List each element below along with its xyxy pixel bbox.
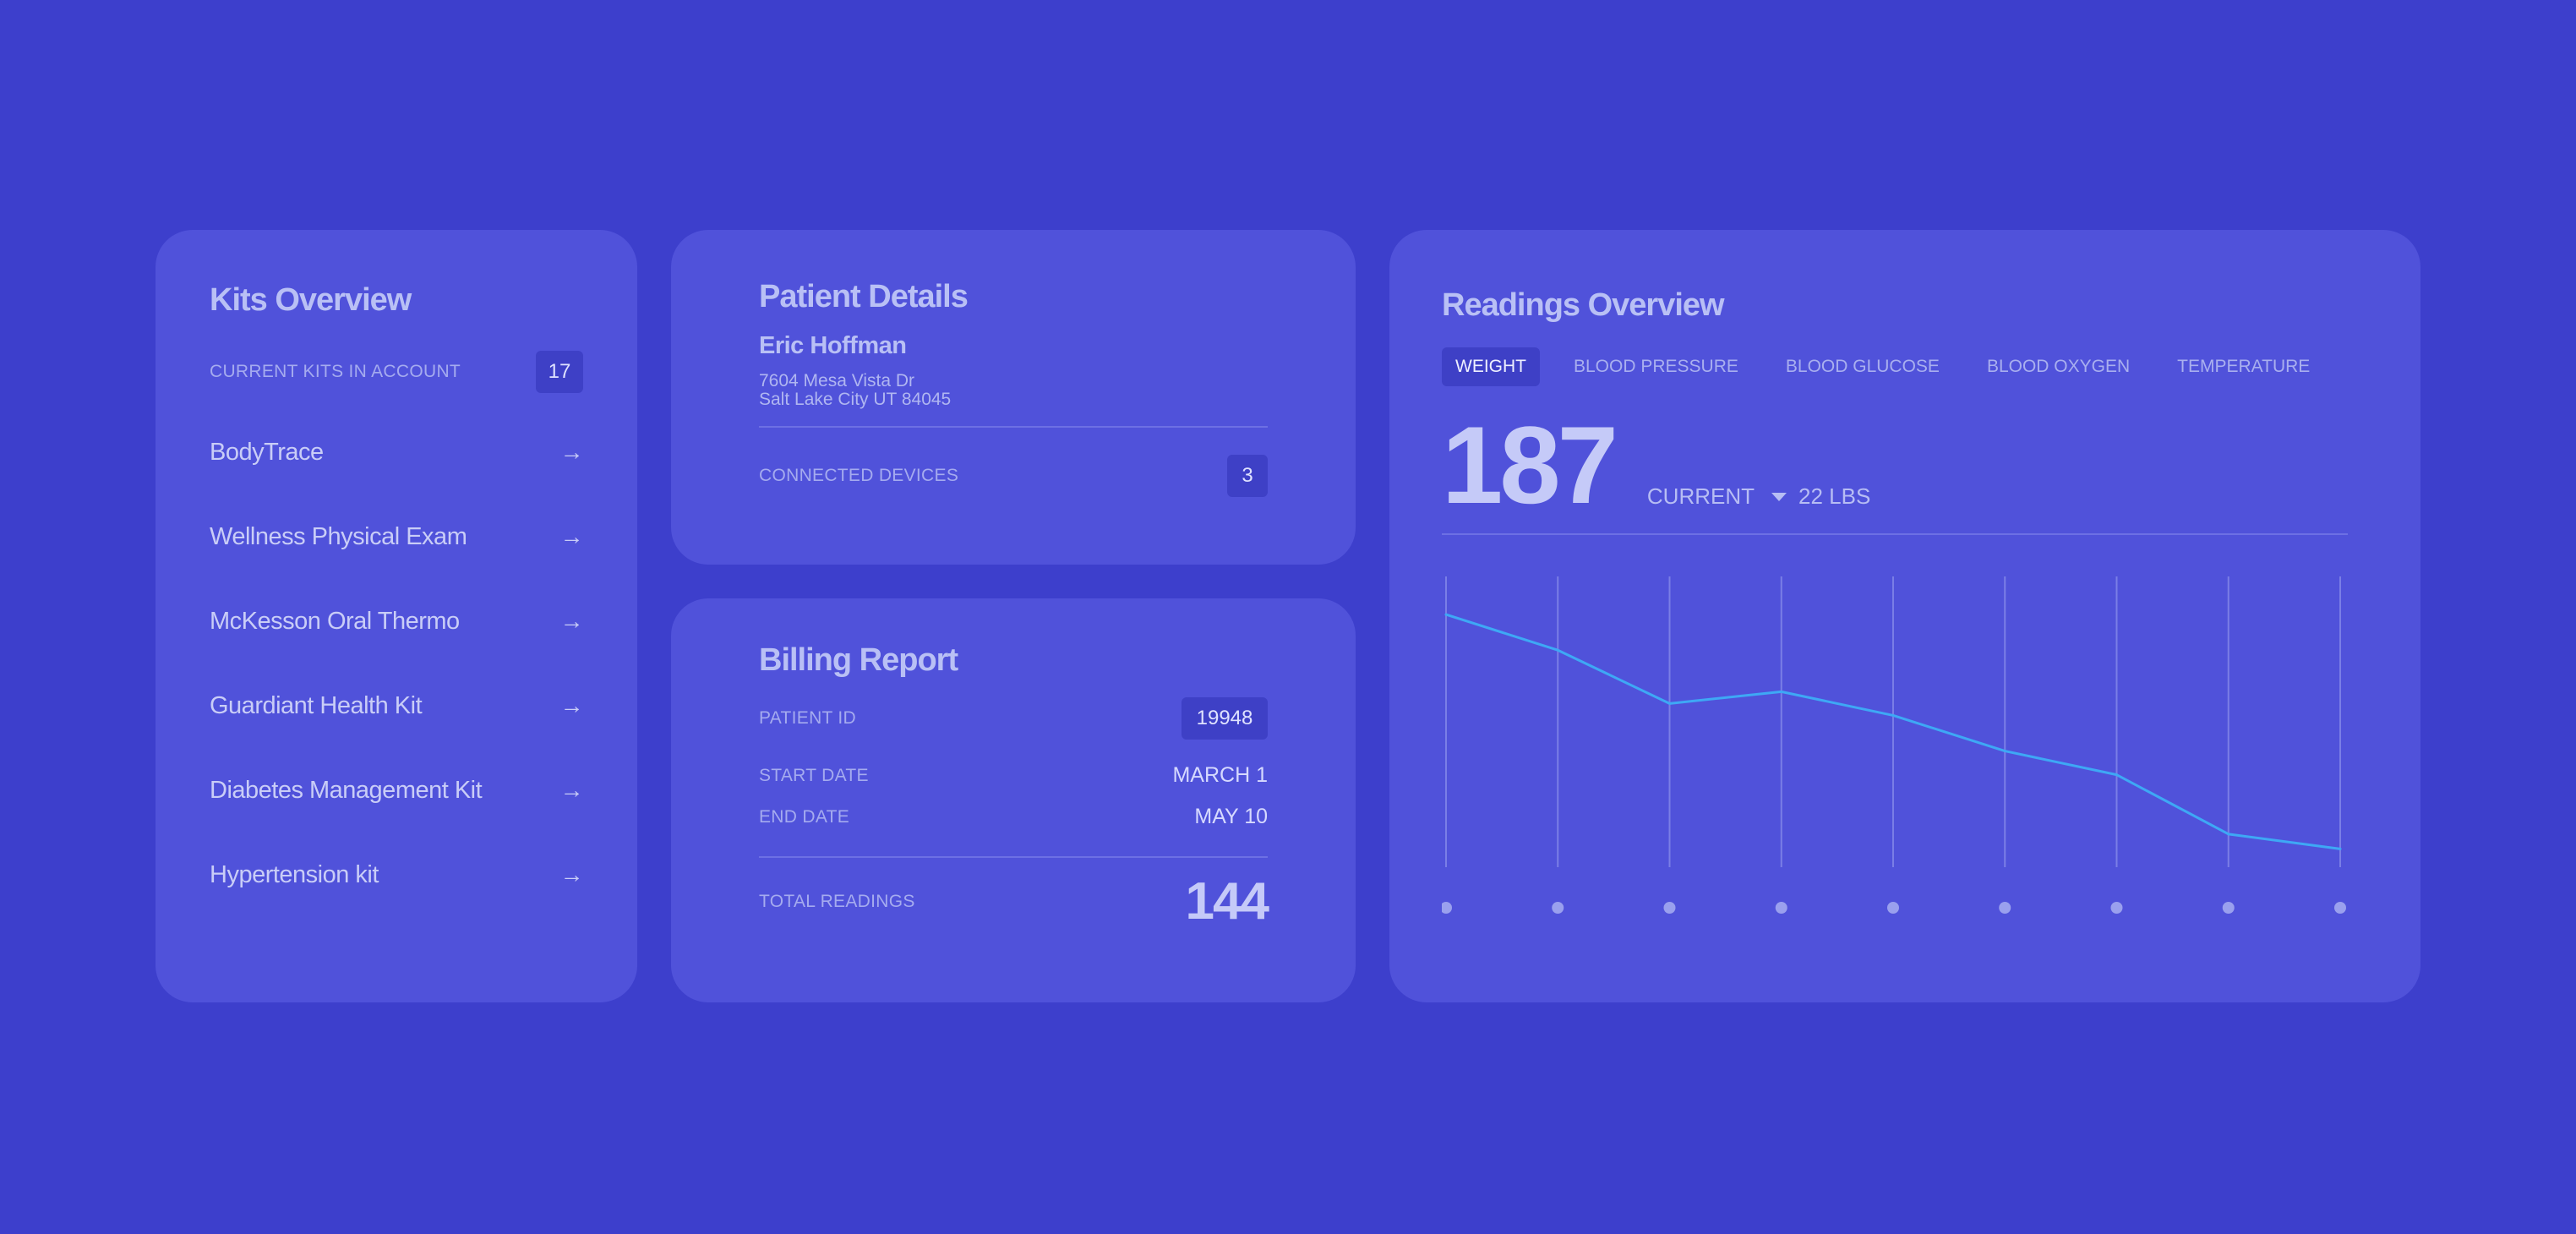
- arrow-right-icon[interactable]: →: [559, 861, 584, 887]
- total-readings-label: TOTAL READINGS: [759, 891, 915, 911]
- patient-name: Eric Hoffman: [759, 332, 907, 359]
- chart-point: [2339, 847, 2342, 850]
- kit-item-guardiant-health-kit[interactable]: Guardiant Health Kit →: [210, 663, 583, 748]
- weight-line-chart: [1442, 576, 2346, 914]
- chart-x-dot[interactable]: [1552, 902, 1564, 914]
- kits-overview-card: Kits Overview CURRENT KITS IN ACCOUNT 17…: [156, 230, 637, 1002]
- kit-item-label: Wellness Physical Exam: [210, 522, 467, 550]
- chart-x-dot[interactable]: [1887, 902, 1899, 914]
- tab-blood-pressure[interactable]: BLOOD PRESSURE: [1574, 357, 1738, 376]
- kit-item-label: Diabetes Management Kit: [210, 776, 483, 804]
- kit-item-mckesson-oral-thermo[interactable]: McKesson Oral Thermo →: [210, 579, 583, 663]
- address-line-2: Salt Lake City UT 84045: [759, 390, 952, 409]
- kit-item-wellness-physical-exam[interactable]: Wellness Physical Exam →: [210, 494, 583, 579]
- address-line-1: 7604 Mesa Vista Dr: [759, 371, 915, 390]
- arrow-right-icon[interactable]: →: [559, 523, 584, 549]
- current-kits-label: CURRENT KITS IN ACCOUNT: [210, 362, 461, 381]
- current-reading-meta: CURRENT 22 LBS: [1647, 483, 1870, 510]
- tab-weight[interactable]: WEIGHT: [1442, 347, 1540, 386]
- patient-id-label: PATIENT ID: [759, 708, 857, 728]
- patient-id-row: PATIENT ID 19948: [759, 697, 1268, 740]
- chart-point: [1556, 648, 1559, 652]
- current-reading-value: 187: [1442, 403, 1618, 527]
- total-readings-value: 144: [1185, 872, 1269, 931]
- chart-point: [1668, 702, 1671, 705]
- tab-blood-glucose[interactable]: BLOOD GLUCOSE: [1785, 357, 1940, 376]
- patient-address: 7604 Mesa Vista Dr Salt Lake City UT 840…: [759, 372, 1268, 409]
- start-date-value: MARCH 1: [1172, 763, 1268, 787]
- caret-down-icon: [1771, 492, 1787, 501]
- end-date-value: MAY 10: [1194, 805, 1268, 828]
- chart-point: [2115, 773, 2118, 777]
- kit-item-label: Guardiant Health Kit: [210, 691, 423, 719]
- readings-overview-card: Readings Overview WEIGHT BLOOD PRESSURE …: [1389, 230, 2420, 1002]
- divider: [1442, 533, 2348, 535]
- kit-item-bodytrace[interactable]: BodyTrace →: [210, 410, 583, 494]
- connected-devices-label: CONNECTED DEVICES: [759, 466, 959, 485]
- current-kits-row: CURRENT KITS IN ACCOUNT 17: [210, 351, 583, 393]
- chart-x-dot[interactable]: [1442, 902, 1452, 914]
- chart-point: [1780, 690, 1783, 693]
- chart-x-dot[interactable]: [1775, 902, 1787, 914]
- end-date-row: END DATE MAY 10: [759, 805, 1268, 829]
- divider: [759, 856, 1268, 858]
- kit-list: BodyTrace → Wellness Physical Exam → McK…: [210, 410, 583, 917]
- divider: [759, 426, 1268, 428]
- kit-item-diabetes-management-kit[interactable]: Diabetes Management Kit →: [210, 748, 583, 833]
- arrow-right-icon[interactable]: →: [559, 608, 584, 634]
- chart-point: [2003, 750, 2006, 753]
- current-label: CURRENT: [1646, 483, 1755, 509]
- kit-item-label: BodyTrace: [210, 438, 324, 466]
- chart-x-dot[interactable]: [1663, 902, 1676, 914]
- patient-details-card: Patient Details Eric Hoffman 7604 Mesa V…: [671, 230, 1356, 565]
- arrow-right-icon[interactable]: →: [559, 692, 584, 718]
- patient-id-badge: 19948: [1182, 697, 1268, 740]
- end-date-label: END DATE: [759, 806, 850, 827]
- current-kits-badge: 17: [536, 351, 583, 393]
- start-date-row: START DATE MARCH 1: [759, 763, 1268, 788]
- chart-point: [2227, 833, 2230, 836]
- billing-report-title: Billing Report: [759, 642, 958, 678]
- change-value: 22 LBS: [1798, 483, 1871, 509]
- total-readings-row: TOTAL READINGS 144: [759, 871, 1269, 931]
- tab-temperature[interactable]: TEMPERATURE: [2177, 357, 2311, 376]
- kit-item-label: McKesson Oral Thermo: [210, 607, 460, 635]
- patient-details-title: Patient Details: [759, 279, 969, 314]
- chart-x-dot[interactable]: [2110, 902, 2123, 914]
- billing-report-card: Billing Report PATIENT ID 19948 START DA…: [671, 598, 1356, 1002]
- kits-overview-title: Kits Overview: [210, 282, 412, 318]
- chart-point: [1891, 713, 1895, 717]
- chart-x-dot[interactable]: [1999, 902, 2011, 914]
- chart-x-dot[interactable]: [2334, 902, 2346, 914]
- chart-x-dot[interactable]: [2222, 902, 2235, 914]
- connected-devices-row: CONNECTED DEVICES 3: [759, 455, 1268, 497]
- arrow-right-icon[interactable]: →: [559, 439, 584, 465]
- kit-item-label: Hypertension kit: [210, 860, 379, 888]
- arrow-right-icon[interactable]: →: [559, 777, 584, 803]
- kit-item-hypertension-kit[interactable]: Hypertension kit →: [210, 833, 583, 917]
- readings-overview-title: Readings Overview: [1442, 287, 1725, 323]
- readings-tabs: WEIGHT BLOOD PRESSURE BLOOD GLUCOSE BLOO…: [1442, 347, 2348, 386]
- start-date-label: START DATE: [759, 765, 869, 785]
- connected-devices-badge: 3: [1227, 455, 1268, 497]
- current-reading-row: 187 CURRENT 22 LBS: [1442, 403, 2348, 527]
- chart-point: [1444, 613, 1448, 616]
- tab-blood-oxygen[interactable]: BLOOD OXYGEN: [1986, 357, 2131, 376]
